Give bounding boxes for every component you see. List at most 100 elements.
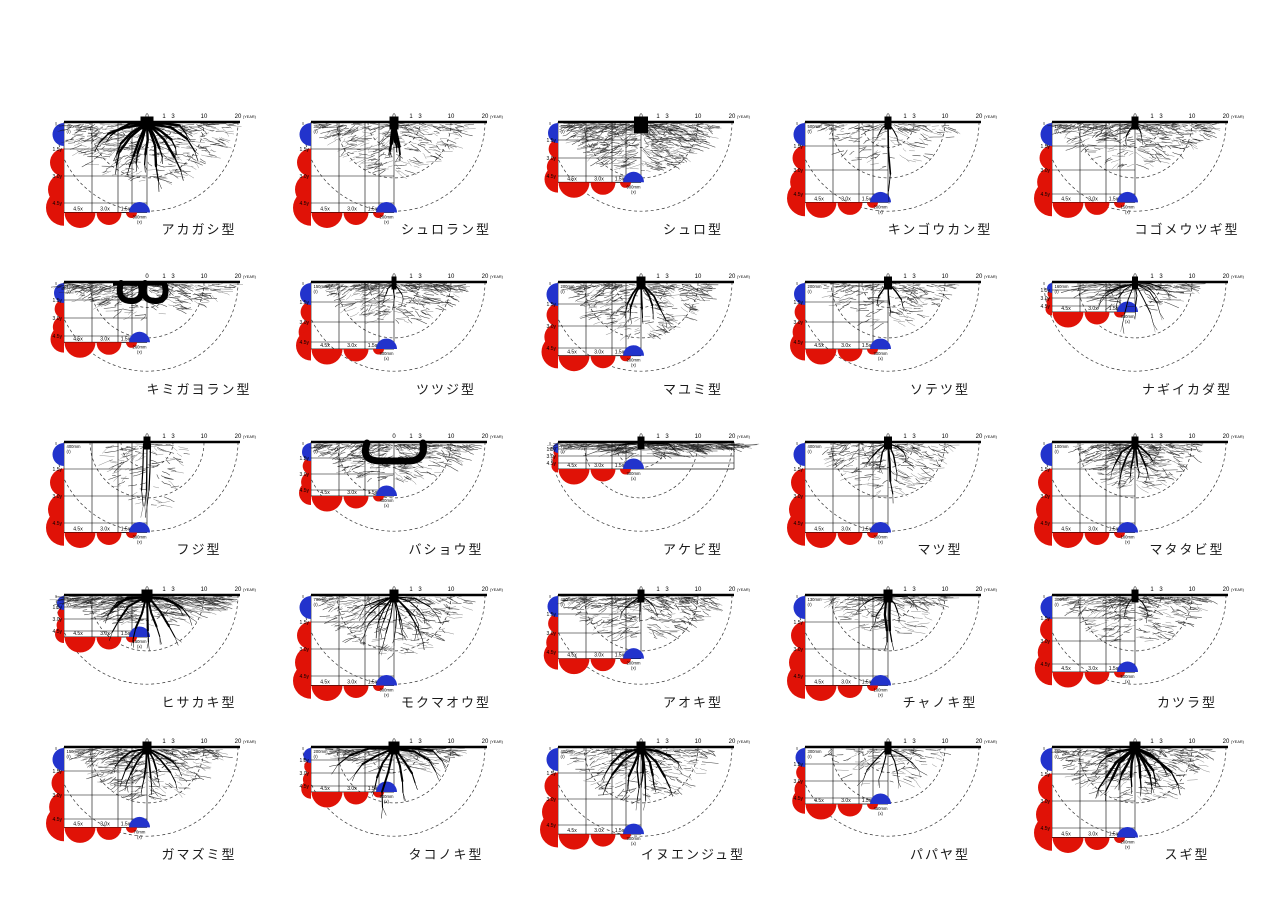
svg-text:(YEAR): (YEAR) [737, 275, 751, 279]
svg-text:10: 10 [695, 587, 702, 593]
svg-text:20: 20 [729, 587, 736, 593]
svg-text:3: 3 [912, 587, 916, 593]
depth-discs [293, 621, 311, 699]
panel: 200mm(r)200mm(x)0131020(YEAR)1.5y3.0y4.5… [299, 725, 549, 885]
svg-text:3.0x: 3.0x [1088, 526, 1098, 532]
svg-text:1.5y: 1.5y [547, 302, 557, 308]
svg-text:1.5y: 1.5y [547, 771, 557, 777]
svg-text:4.5x: 4.5x [73, 821, 83, 827]
svg-text:4.5x: 4.5x [1061, 831, 1071, 837]
svg-text:(r): (r) [561, 754, 566, 759]
svg-text:(YEAR): (YEAR) [490, 435, 504, 439]
svg-text:3: 3 [171, 587, 175, 593]
svg-text:3.0x: 3.0x [347, 343, 357, 349]
x-disc: 900mm(x) [623, 171, 644, 194]
svg-text:1.5y: 1.5y [794, 144, 804, 150]
svg-text:3.0y: 3.0y [300, 472, 310, 478]
svg-text:300mm: 300mm [133, 214, 147, 219]
depth-discs [540, 772, 558, 848]
panel-title: アオキ型 [662, 695, 723, 710]
svg-text:4.5y: 4.5y [794, 521, 804, 527]
svg-text:20: 20 [235, 739, 242, 745]
svg-text:1.5y: 1.5y [300, 456, 310, 462]
svg-text:1: 1 [409, 739, 413, 745]
x-disc: 200mm(x) [870, 191, 891, 214]
svg-text:1.5x: 1.5x [862, 526, 872, 532]
panel-title: チャノキ型 [902, 695, 978, 710]
x-disc: 100mm(x) [1117, 521, 1138, 544]
svg-text:1.5y: 1.5y [1041, 288, 1051, 294]
svg-text:(YEAR): (YEAR) [737, 115, 751, 119]
panel-title: ガマズミ型 [161, 847, 237, 862]
panel-title: バショウ型 [408, 542, 484, 557]
svg-text:(x): (x) [1125, 844, 1130, 849]
svg-text:20: 20 [482, 274, 489, 280]
svg-text:20: 20 [235, 114, 242, 120]
svg-text:1.5x: 1.5x [1109, 831, 1119, 837]
svg-text:(r): (r) [1055, 289, 1060, 294]
x-disc: 300mm(x) [376, 674, 397, 697]
x-disc: 150mm(x) [1117, 191, 1138, 214]
svg-text:200mm: 200mm [561, 284, 575, 289]
svg-text:1.5y: 1.5y [1041, 467, 1051, 473]
svg-text:(x): (x) [137, 644, 142, 649]
depth-discs [1045, 289, 1052, 316]
depth-discs [541, 303, 558, 369]
svg-text:(r): (r) [314, 129, 319, 134]
radius-disc: 350mm(r) [299, 123, 328, 146]
x-disc: 200mm(x) [376, 201, 397, 224]
radius-disc: 200mm(r) [54, 283, 81, 303]
svg-text:3.0x: 3.0x [347, 786, 357, 792]
grid-labels: 1.5y 3.0y 4.5y 4.5x 3.0x 1.5x [53, 467, 131, 533]
grid-labels: 1.5y 3.0y 4.5y 4.5x 3.0x 1.5x [547, 612, 625, 659]
svg-text:(YEAR): (YEAR) [243, 275, 257, 279]
panel-figure: 350mm(r)200mm(x)0131020(YEAR)1.5y3.0y4.5… [293, 114, 504, 228]
svg-text:1.5x: 1.5x [1109, 196, 1119, 202]
panel-title: パパヤ型 [909, 847, 970, 862]
svg-text:(x): (x) [137, 219, 142, 224]
svg-text:1: 1 [1150, 587, 1154, 593]
svg-text:4.5y: 4.5y [1041, 192, 1051, 198]
svg-text:1.5y: 1.5y [794, 300, 804, 306]
panel: 130mm(r)100mm(x)0131020(YEAR)1.5y3.0y4.5… [787, 573, 1043, 733]
svg-text:3.0x: 3.0x [841, 343, 851, 349]
svg-text:(x): (x) [137, 349, 142, 354]
spread-discs [805, 202, 878, 218]
svg-text:(r): (r) [1055, 754, 1060, 759]
fine-roots [68, 748, 233, 802]
svg-text:3.0y: 3.0y [794, 494, 804, 500]
svg-text:1.5y: 1.5y [53, 769, 63, 775]
svg-text:10: 10 [448, 274, 455, 280]
x-disc: 300mm(x) [870, 521, 891, 544]
svg-text:1.5y: 1.5y [300, 147, 310, 153]
svg-text:4.5x: 4.5x [73, 526, 83, 532]
svg-text:10: 10 [1189, 434, 1196, 440]
panel: 150mm(r)70mm(x)0131020(YEAR)1.5y3.0y4.5y… [46, 725, 302, 885]
svg-text:(r): (r) [67, 289, 72, 294]
svg-text:1.5x: 1.5x [615, 463, 625, 469]
svg-text:0: 0 [392, 434, 396, 440]
svg-text:(x): (x) [1125, 319, 1130, 324]
x-disc: 300mm(x) [623, 823, 644, 846]
fine-roots [546, 443, 760, 460]
svg-text:4.5y: 4.5y [794, 796, 804, 802]
grid-labels: 1.5y 3.0y 4.5y 4.5x 3.0x 1.5x [794, 300, 872, 349]
trunk [634, 116, 648, 134]
svg-text:4.5x: 4.5x [320, 490, 330, 496]
radius-disc: 150mm(r) [1040, 123, 1069, 146]
spread-discs [64, 342, 137, 358]
svg-text:1: 1 [1150, 739, 1154, 745]
radius-disc: 130mm(r) [793, 596, 822, 619]
depth-discs [1034, 617, 1052, 686]
svg-text:3.0y: 3.0y [53, 316, 63, 322]
thick-roots [606, 442, 681, 457]
svg-text:3: 3 [1159, 434, 1163, 440]
svg-text:4.5x: 4.5x [73, 631, 83, 637]
svg-text:20: 20 [1223, 274, 1230, 280]
